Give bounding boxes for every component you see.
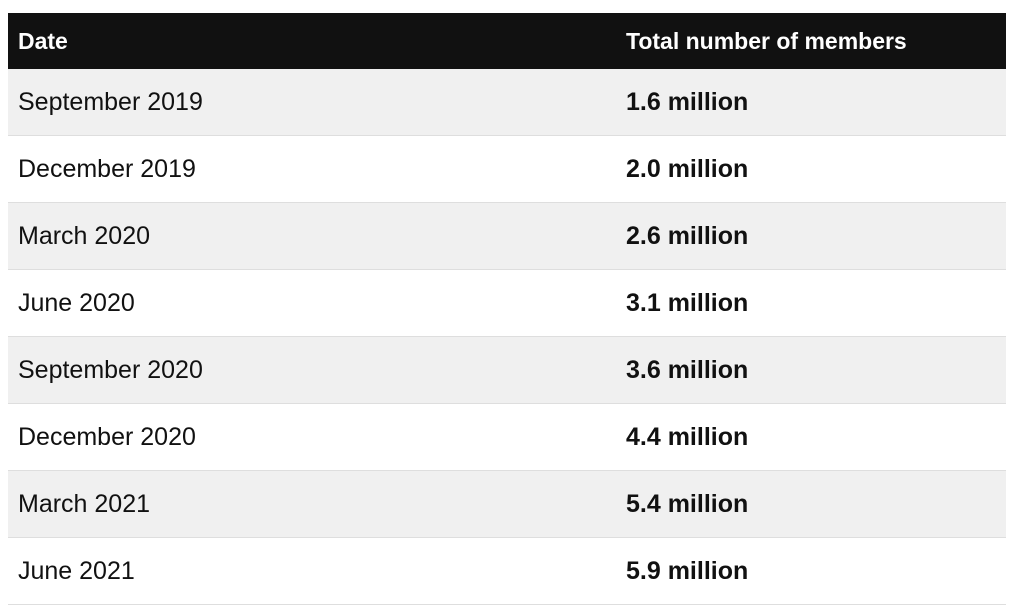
date-cell: March 2020	[18, 221, 151, 250]
members-cell: 3.1 million	[626, 288, 749, 317]
members-cell: 5.4 million	[626, 489, 749, 518]
table-row: December 2019 2.0 million	[8, 136, 1006, 203]
table-row: March 2020 2.6 million	[8, 203, 1006, 270]
members-cell: 1.6 million	[626, 87, 749, 116]
date-cell: December 2020	[18, 422, 196, 451]
date-cell: June 2020	[18, 288, 135, 317]
date-cell: December 2019	[18, 154, 196, 183]
members-table: Date Total number of members September 2…	[8, 13, 1006, 605]
date-cell: September 2019	[18, 87, 203, 116]
table-row: June 2021 5.9 million	[8, 538, 1006, 605]
members-cell: 2.0 million	[626, 154, 749, 183]
table-header: Date Total number of members	[8, 13, 1006, 69]
members-cell: 3.6 million	[626, 355, 749, 384]
table-row: March 2021 5.4 million	[8, 471, 1006, 538]
members-cell: 4.4 million	[626, 422, 749, 451]
table-row: September 2019 1.6 million	[8, 69, 1006, 136]
date-cell: September 2020	[18, 355, 203, 384]
members-cell: 2.6 million	[626, 221, 749, 250]
cropped-caption	[0, 0, 1024, 13]
table-row: June 2020 3.1 million	[8, 270, 1006, 337]
column-header-members: Total number of members	[626, 27, 907, 54]
table-row: December 2020 4.4 million	[8, 404, 1006, 471]
members-cell: 5.9 million	[626, 556, 749, 585]
table-row: September 2020 3.6 million	[8, 337, 1006, 404]
column-header-date: Date	[18, 27, 68, 54]
date-cell: March 2021	[18, 489, 151, 518]
date-cell: June 2021	[18, 556, 135, 585]
